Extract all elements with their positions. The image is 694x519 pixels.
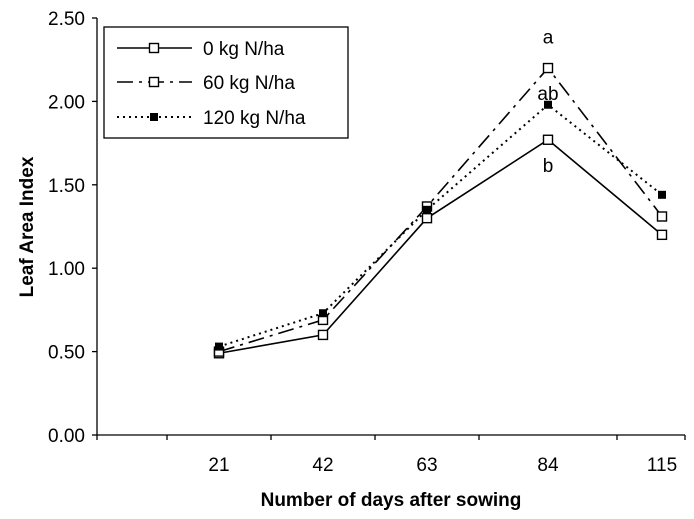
series-marker — [317, 329, 329, 341]
significance-label: ab — [537, 84, 558, 105]
series-marker — [319, 309, 327, 318]
x-tick-label: 42 — [312, 455, 333, 476]
series-marker — [656, 211, 668, 222]
series-1 — [213, 134, 668, 359]
legend-label: 0 kg N/ha — [203, 39, 285, 60]
series-marker — [148, 42, 160, 54]
y-axis: 0.00 0.50 1.00 1.50 2.00 2.50 — [48, 9, 98, 447]
series-marker — [150, 113, 158, 121]
legend-label: 120 kg N/ha — [203, 108, 306, 129]
x-tick-label: 115 — [647, 455, 677, 476]
legend-box — [103, 26, 349, 139]
x-axis-title: Number of days after sowing — [261, 490, 522, 511]
significance-label: b — [543, 156, 554, 177]
y-tick-label: 1.00 — [48, 259, 85, 280]
y-tick-label: 0.50 — [48, 343, 85, 364]
series-marker — [421, 212, 433, 224]
significance-label: a — [543, 27, 554, 48]
series-marker — [148, 76, 160, 88]
series-marker — [656, 229, 668, 241]
y-axis-title: Leaf Area Index — [17, 156, 38, 297]
series-marker — [423, 205, 431, 214]
x-axis: 21 42 63 84 115 — [96, 434, 686, 476]
legend-label: 60 kg N/ha — [203, 73, 295, 94]
series-marker — [542, 134, 554, 145]
series-line — [218, 103, 663, 348]
y-tick-label: 0.00 — [48, 426, 85, 447]
series-marker — [658, 190, 666, 199]
annotation-layer: a ab b — [537, 27, 558, 176]
series-line — [218, 138, 663, 355]
x-tick-label: 84 — [537, 455, 559, 476]
y-tick-label: 2.00 — [48, 92, 85, 113]
series-marker — [544, 100, 552, 109]
series-marker — [215, 342, 223, 351]
series-layer — [213, 62, 668, 359]
legend: 0 kg N/ha 60 kg N/ha 120 kg N/ha — [103, 26, 349, 139]
y-tick-label: 1.50 — [48, 176, 85, 197]
series-3 — [215, 100, 666, 351]
x-tick-label: 63 — [416, 455, 437, 476]
x-tick-label: 21 — [208, 455, 229, 476]
series-marker — [542, 62, 554, 74]
y-tick-label: 2.50 — [48, 9, 85, 30]
